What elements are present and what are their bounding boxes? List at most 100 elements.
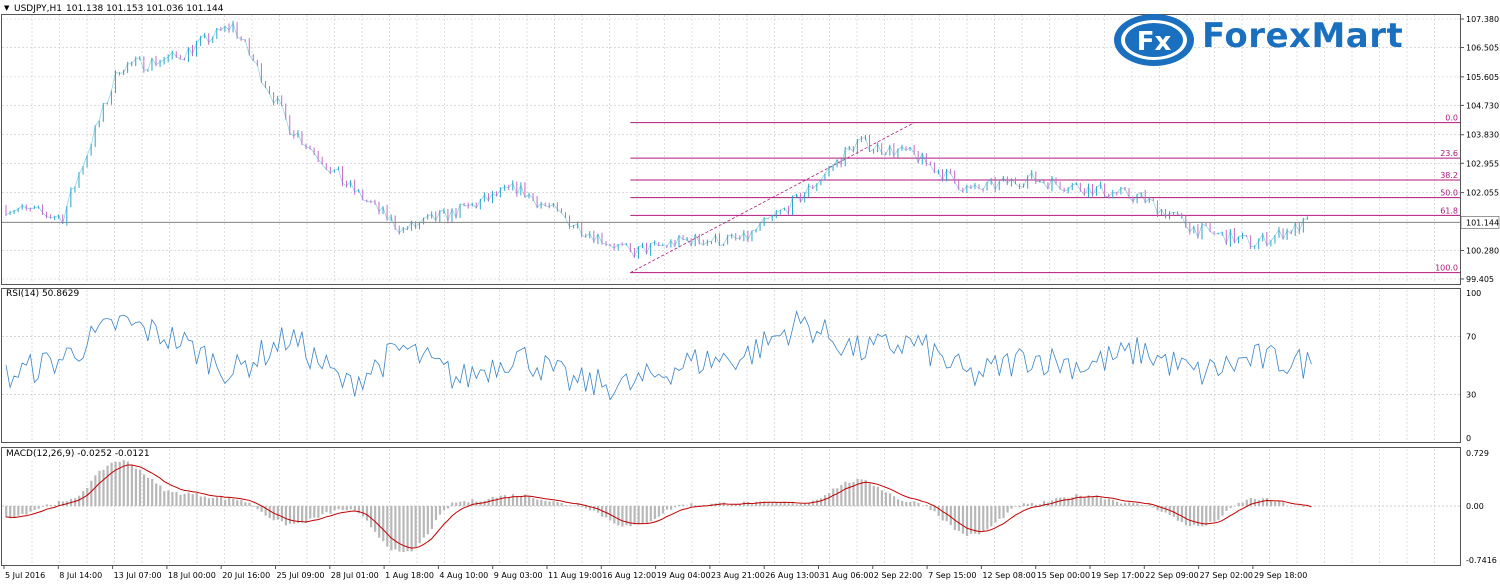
macd-histogram-bar <box>1019 506 1021 507</box>
macd-histogram-bar <box>488 499 490 506</box>
macd-histogram-bar <box>577 504 579 506</box>
macd-histogram-bar <box>54 505 56 506</box>
macd-histogram-bar <box>1136 503 1138 506</box>
macd-histogram-bar <box>552 501 554 506</box>
macd-histogram-bar <box>374 506 376 532</box>
macd-histogram-bar <box>512 494 514 506</box>
macd-histogram-bar <box>1282 502 1284 506</box>
macd-histogram-bar <box>386 506 388 547</box>
macd-histogram-bar <box>613 506 615 523</box>
macd-histogram-bar <box>1104 499 1106 506</box>
rsi-series <box>6 311 1311 399</box>
fx-badge-icon: Fx <box>1112 12 1196 68</box>
macd-histogram-bar <box>167 490 169 506</box>
fib-level-label: 38.2 <box>1440 171 1458 180</box>
macd-histogram-bar <box>1185 506 1187 525</box>
logo-badge-text: Fx <box>1137 27 1172 57</box>
forexmart-logo: Fx ForexMart <box>1112 12 1462 68</box>
macd-histogram-bar <box>179 495 181 506</box>
macd-histogram-bar <box>905 502 907 506</box>
macd-histogram-bar <box>17 506 19 516</box>
macd-histogram-bar <box>621 506 623 527</box>
macd-histogram-bar <box>504 495 506 506</box>
macd-panel-frame <box>2 448 1461 566</box>
macd-histogram-bar <box>561 503 563 506</box>
macd-histogram-bar <box>171 492 173 506</box>
macd-histogram-bar <box>240 500 242 506</box>
macd-histogram-bar <box>192 494 194 506</box>
time-axis-label: 7 Sep 15:00 <box>928 571 976 580</box>
time-axis-label: 29 Sep 18:00 <box>1254 571 1307 580</box>
macd-histogram-bar <box>496 498 498 506</box>
macd-histogram-bar <box>123 460 125 506</box>
macd-histogram-bar <box>406 506 408 551</box>
macd-histogram-bar <box>962 506 964 534</box>
macd-histogram-bar <box>954 506 956 530</box>
macd-histogram-bar <box>1225 506 1227 511</box>
macd-histogram-bar <box>573 506 575 507</box>
macd-histogram-bar <box>354 506 356 510</box>
price-axis-label: 106.505 <box>1466 44 1499 53</box>
macd-histogram-bar <box>224 500 226 506</box>
macd-histogram-bar <box>1302 506 1304 507</box>
macd-histogram-bar <box>585 506 587 508</box>
time-axis-label: 28 Jul 01:00 <box>331 571 379 580</box>
macd-histogram-bar <box>569 505 571 506</box>
macd-histogram-bar <box>925 505 927 506</box>
macd-histogram-bar <box>816 500 818 506</box>
macd-histogram-bar <box>885 492 887 506</box>
macd-axis-label: 0.00 <box>1466 502 1484 511</box>
macd-histogram-bar <box>329 506 331 514</box>
macd-histogram-bar <box>528 496 530 506</box>
macd-histogram-bar <box>447 506 449 508</box>
macd-histogram-bar <box>897 499 899 506</box>
fib-level-label: 50.0 <box>1440 189 1458 198</box>
macd-histogram-bar <box>135 469 137 506</box>
macd-histogram-bar <box>998 506 1000 519</box>
time-axis-label: 26 Aug 13:00 <box>765 571 819 580</box>
price-axis-label: 104.730 <box>1466 101 1499 110</box>
macd-histogram-bar <box>751 504 753 506</box>
macd-histogram-bar <box>33 506 35 510</box>
macd-histogram-bar <box>1100 498 1102 506</box>
macd-histogram-bar <box>415 506 417 547</box>
current-price-label: 101.144 <box>1466 218 1499 227</box>
macd-histogram-bar <box>208 498 210 506</box>
macd-histogram-bar <box>1011 506 1013 509</box>
triangle-down-icon[interactable]: ▼ <box>4 4 10 12</box>
macd-histogram-bar <box>877 487 879 506</box>
time-axis-label: 8 Jul 14:00 <box>59 571 102 580</box>
axes: 107.380106.505105.605104.730103.830102.9… <box>4 15 1499 580</box>
macd-histogram-bar <box>1274 502 1276 506</box>
time-axis-label: 12 Sep 08:00 <box>982 571 1035 580</box>
time-axis-label: 5 Jul 2016 <box>5 571 45 580</box>
macd-histogram-bar <box>1286 506 1288 507</box>
fib-level-label: 0.0 <box>1445 114 1458 123</box>
macd-histogram-bar <box>297 506 299 523</box>
macd-histogram-bar <box>370 506 372 527</box>
macd-histogram-bar <box>771 502 773 506</box>
price-axis-label: 105.605 <box>1466 73 1499 82</box>
macd-histogram-bar <box>654 506 656 519</box>
macd-histogram-bar <box>1144 505 1146 506</box>
macd-histogram-bar <box>423 506 425 538</box>
macd-histogram-bar <box>848 483 850 506</box>
macd-histogram-bar <box>1152 506 1154 507</box>
fib-level-label: 23.6 <box>1440 149 1458 158</box>
macd-histogram-bar <box>1189 506 1191 526</box>
macd-histogram-bar <box>102 470 104 506</box>
macd-histogram-bar <box>1258 500 1260 506</box>
macd-histogram-bar <box>431 506 433 529</box>
macd-histogram-bar <box>1023 503 1025 506</box>
macd-histogram-bar <box>9 506 11 518</box>
macd-histogram-bar <box>252 506 254 507</box>
macd-histogram-bar <box>820 498 822 506</box>
macd-histogram-bar <box>1234 506 1236 507</box>
macd-histogram-bar <box>909 502 911 506</box>
macd-histogram-bar <box>313 506 315 518</box>
macd-histogram-bar <box>115 462 117 506</box>
macd-histogram-bar <box>950 506 952 525</box>
